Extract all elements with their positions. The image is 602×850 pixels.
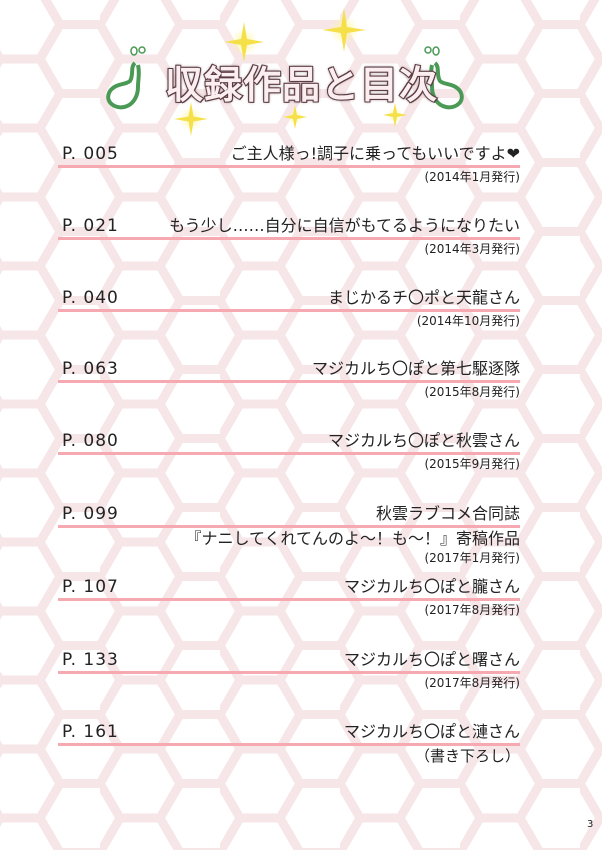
publish-date: （書き下ろし）: [414, 747, 520, 765]
publish-date: (2017年8月発行): [424, 676, 520, 690]
divider: [58, 598, 520, 601]
divider: [58, 452, 520, 455]
page-number: 3: [587, 819, 594, 830]
page-ref: P. 107: [62, 577, 119, 597]
gourd-icon-left: [106, 46, 146, 110]
publish-date: (2014年1月発行): [424, 170, 520, 184]
page-title: 収録作品と目次: [164, 62, 439, 108]
divider: [58, 671, 520, 674]
sparkle-icon: [174, 102, 208, 136]
work-title: マジカルち〇ぽと第七駆逐隊: [311, 359, 520, 378]
page-ref: P. 161: [62, 722, 119, 742]
sparkle-icon: [383, 103, 407, 127]
publish-date: (2015年8月発行): [424, 385, 520, 399]
page-ref: P. 021: [62, 216, 119, 236]
page-ref: P. 063: [62, 359, 119, 379]
publish-date: (2014年10月発行): [416, 314, 520, 328]
page-ref: P. 080: [62, 431, 119, 451]
work-subtitle: 『ナニしてくれてんのよ～！も～！』寄稿作品: [185, 529, 520, 548]
sparkle-icon: [322, 8, 366, 52]
work-title: マジカルち〇ぽと漣さん: [343, 722, 520, 741]
publish-date: (2017年8月発行): [424, 603, 520, 617]
divider: [58, 237, 520, 240]
publish-date: (2015年9月発行): [424, 457, 520, 471]
divider: [58, 743, 520, 746]
sparkle-icon: [224, 22, 264, 62]
page-ref: P. 133: [62, 650, 119, 670]
publish-date: (2017年1月発行): [424, 551, 520, 565]
divider: [58, 525, 520, 528]
sparkle-icon: [283, 105, 307, 129]
work-title: まじかるチ〇ポと天龍さん: [327, 288, 520, 307]
divider: [58, 309, 520, 312]
publish-date: (2014年3月発行): [424, 242, 520, 256]
divider: [58, 380, 520, 383]
work-title: もう少し……自分に自信がもてるようになりたい: [169, 216, 520, 235]
work-title: マジカルち〇ぽと曙さん: [343, 650, 520, 669]
gourd-icon-right: [424, 46, 464, 110]
work-title: マジカルち〇ぽと秋雲さん: [327, 431, 520, 450]
work-title: マジカルち〇ぽと朧さん: [343, 577, 520, 596]
divider: [58, 165, 520, 168]
page-ref: P. 040: [62, 288, 119, 308]
work-title: ご主人様っ!調子に乗ってもいいですよ❤: [230, 144, 520, 163]
page-ref: P. 005: [62, 144, 119, 164]
work-title: 秋雲ラブコメ合同誌: [375, 504, 520, 523]
page-ref: P. 099: [62, 504, 119, 524]
